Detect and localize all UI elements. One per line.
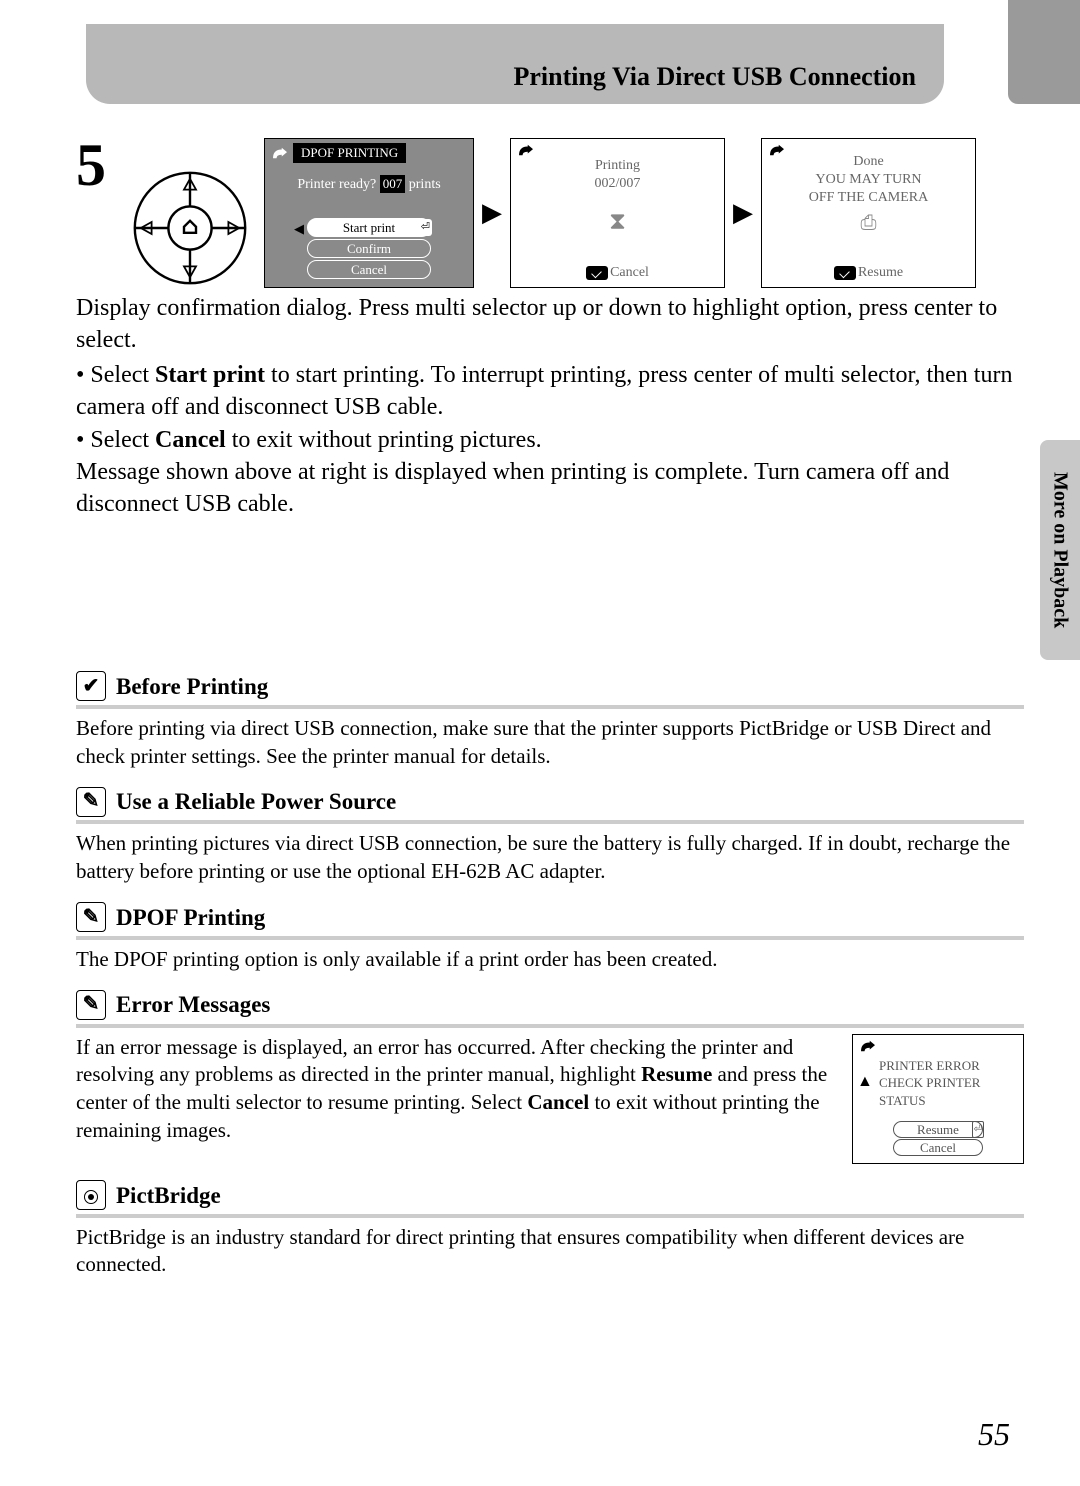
err-line3: STATUS [879, 1092, 1023, 1110]
page-header-card: Printing Via Direct USB Connection [86, 24, 944, 104]
lcd-btn-start: ◀Start print⏎ [307, 218, 431, 237]
note-pictbridge: PictBridge PictBridge is an industry sta… [76, 1180, 1024, 1279]
lcd-msg-prefix: Printer ready? [297, 177, 376, 192]
arrow-icon: ▶ [731, 195, 755, 230]
lcd-cancel-label: Cancel [610, 265, 649, 280]
note-title: Error Messages [116, 989, 270, 1020]
hourglass-icon: ⧗ [609, 209, 626, 235]
multi-selector-icon [130, 168, 250, 288]
step-number: 5 [76, 138, 116, 192]
pencil-icon: ✎ [76, 787, 106, 817]
warning-icon: ▲ [857, 1071, 873, 1093]
step-desc-li1: Select Start print to start printing. To… [76, 359, 1024, 424]
note-title: DPOF Printing [116, 902, 265, 933]
pictbridge-note-icon [76, 1180, 106, 1210]
lcd-msg-suffix: prints [409, 177, 441, 192]
note-before-printing: ✔ Before Printing Before printing via di… [76, 671, 1024, 770]
err-btn-cancel: Cancel [893, 1139, 983, 1156]
lcd-screen-dpof: DPOF PRINTING Printer ready? 007 prints … [264, 138, 474, 288]
pictbridge-swoosh-icon [271, 146, 289, 160]
check-icon: ✔ [76, 671, 106, 701]
lcd-msg-count: 007 [380, 175, 406, 193]
lcd-printing-label: Printing [595, 158, 640, 173]
lcd-done-msg1: YOU MAY TURN [815, 172, 921, 187]
step-row: 5 DPOF PRINTING Printer ready? 007 print… [76, 132, 1024, 288]
step-desc-li2: Select Cancel to exit without printing p… [76, 424, 1024, 456]
section-side-tab-label: More on Playback [1047, 472, 1074, 628]
lcd-screen-printing: Printing 002/007 ⧗ Cancel [510, 138, 725, 288]
lcd-printing-count: 002/007 [595, 176, 641, 191]
page-number: 55 [978, 1413, 1010, 1456]
arrow-icon: ▶ [480, 195, 504, 230]
lcd-resume-label: Resume [858, 265, 903, 280]
lcd-done-label: Done [853, 154, 883, 169]
pencil-icon: ✎ [76, 990, 106, 1020]
enter-key-icon [834, 266, 856, 280]
err-line2: CHECK PRINTER [879, 1074, 1023, 1092]
note-title: Before Printing [116, 671, 268, 702]
lcd-title-bar: DPOF PRINTING [293, 143, 406, 163]
err-line1: PRINTER ERROR [879, 1057, 1023, 1075]
notes-section: ✔ Before Printing Before printing via di… [76, 671, 1024, 1279]
note-power-source: ✎ Use a Reliable Power Source When print… [76, 786, 1024, 885]
corner-thumb-tab [1008, 0, 1080, 104]
note-body: The DPOF printing option is only availab… [76, 946, 1024, 974]
step-description: Display confirmation dialog. Press multi… [76, 292, 1024, 521]
step-desc-p1: Display confirmation dialog. Press multi… [76, 292, 1024, 357]
lcd-screen-done: Done YOU MAY TURN OFF THE CAMERA ⎙ Resum… [761, 138, 976, 288]
pictbridge-swoosh-icon [859, 1039, 877, 1053]
pencil-icon: ✎ [76, 902, 106, 932]
enter-key-icon [586, 266, 608, 280]
note-body: If an error message is displayed, an err… [76, 1034, 838, 1145]
note-title: Use a Reliable Power Source [116, 786, 396, 817]
lcd-done-msg2: OFF THE CAMERA [809, 190, 929, 205]
note-error-messages: ✎ Error Messages If an error message is … [76, 989, 1024, 1163]
section-side-tab: More on Playback [1040, 440, 1080, 660]
step-desc-p2: Message shown above at right is displaye… [76, 456, 1024, 521]
lcd-screen-error: ▲ PRINTER ERROR CHECK PRINTER STATUS Res… [852, 1034, 1024, 1164]
lcd-screens-group: DPOF PRINTING Printer ready? 007 prints … [264, 138, 976, 288]
lcd-btn-confirm: Confirm [307, 239, 431, 258]
note-body: When printing pictures via direct USB co… [76, 830, 1024, 885]
camera-off-icon: ⎙ [861, 212, 877, 234]
note-body: PictBridge is an industry standard for d… [76, 1224, 1024, 1279]
pictbridge-swoosh-icon [768, 143, 786, 157]
note-dpof: ✎ DPOF Printing The DPOF printing option… [76, 902, 1024, 974]
lcd-btn-cancel: Cancel [307, 260, 431, 279]
note-body: Before printing via direct USB connectio… [76, 715, 1024, 770]
note-title: PictBridge [116, 1180, 221, 1211]
page-header-title: Printing Via Direct USB Connection [513, 59, 916, 94]
err-btn-resume: Resume⏎ [893, 1121, 983, 1138]
pictbridge-swoosh-icon [517, 143, 535, 157]
